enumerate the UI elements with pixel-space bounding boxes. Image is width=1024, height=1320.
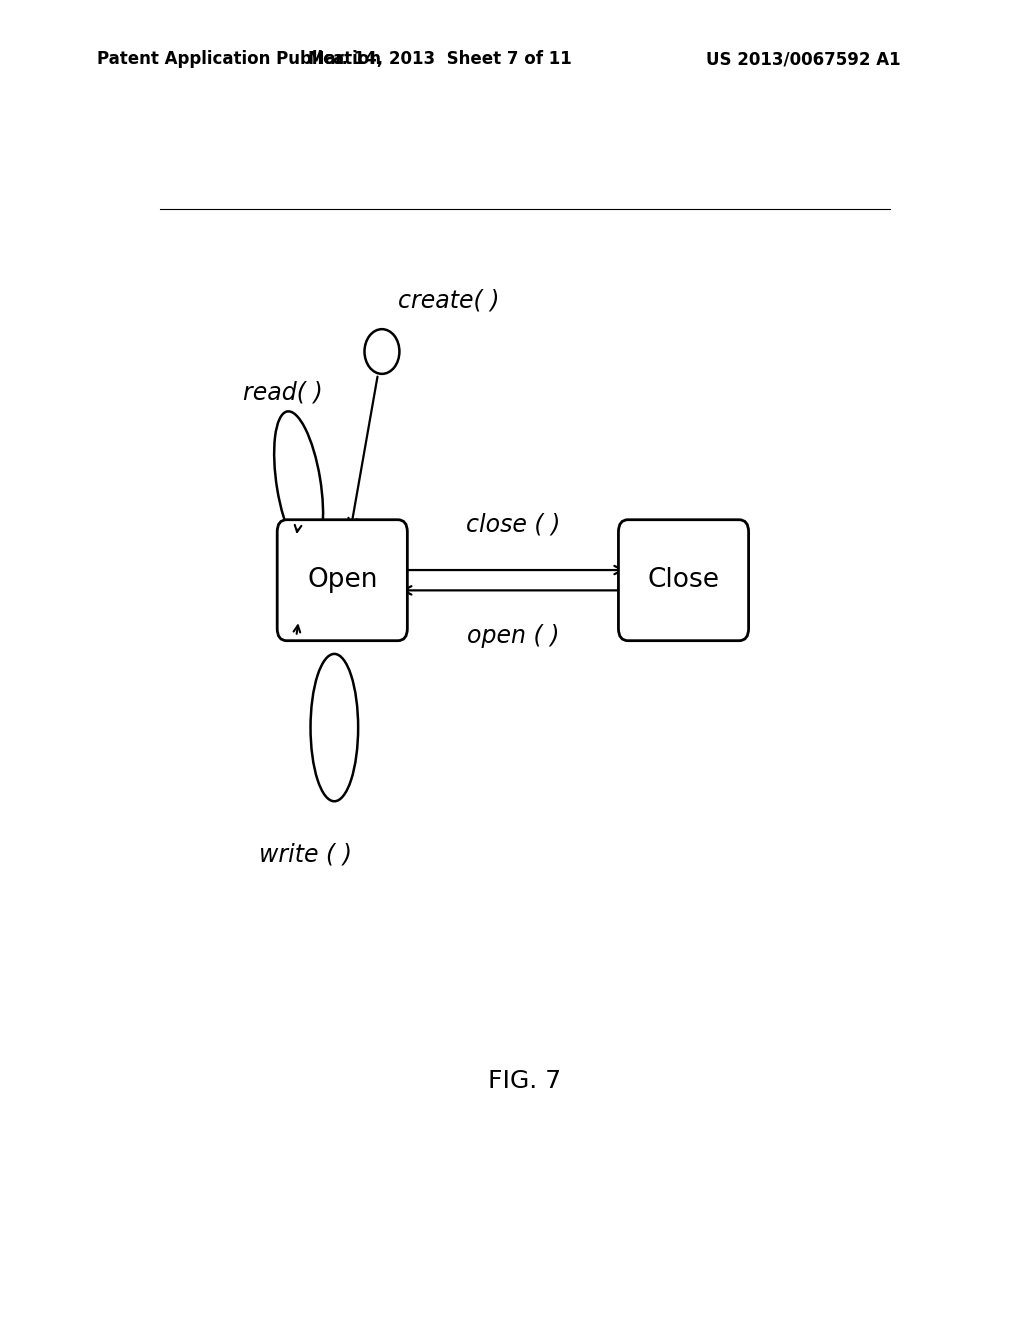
Text: write ( ): write ( ) bbox=[259, 842, 352, 867]
Text: open ( ): open ( ) bbox=[467, 624, 559, 648]
Text: Close: Close bbox=[647, 568, 720, 593]
Text: US 2013/0067592 A1: US 2013/0067592 A1 bbox=[707, 50, 901, 69]
Circle shape bbox=[365, 329, 399, 374]
Text: read( ): read( ) bbox=[243, 380, 323, 404]
Text: close ( ): close ( ) bbox=[466, 512, 560, 536]
Text: Open: Open bbox=[307, 568, 378, 593]
FancyBboxPatch shape bbox=[278, 520, 408, 640]
Text: FIG. 7: FIG. 7 bbox=[488, 1069, 561, 1093]
Text: create( ): create( ) bbox=[397, 289, 500, 313]
FancyBboxPatch shape bbox=[618, 520, 749, 640]
Text: Patent Application Publication: Patent Application Publication bbox=[97, 50, 381, 69]
Text: Mar. 14, 2013  Sheet 7 of 11: Mar. 14, 2013 Sheet 7 of 11 bbox=[308, 50, 572, 69]
